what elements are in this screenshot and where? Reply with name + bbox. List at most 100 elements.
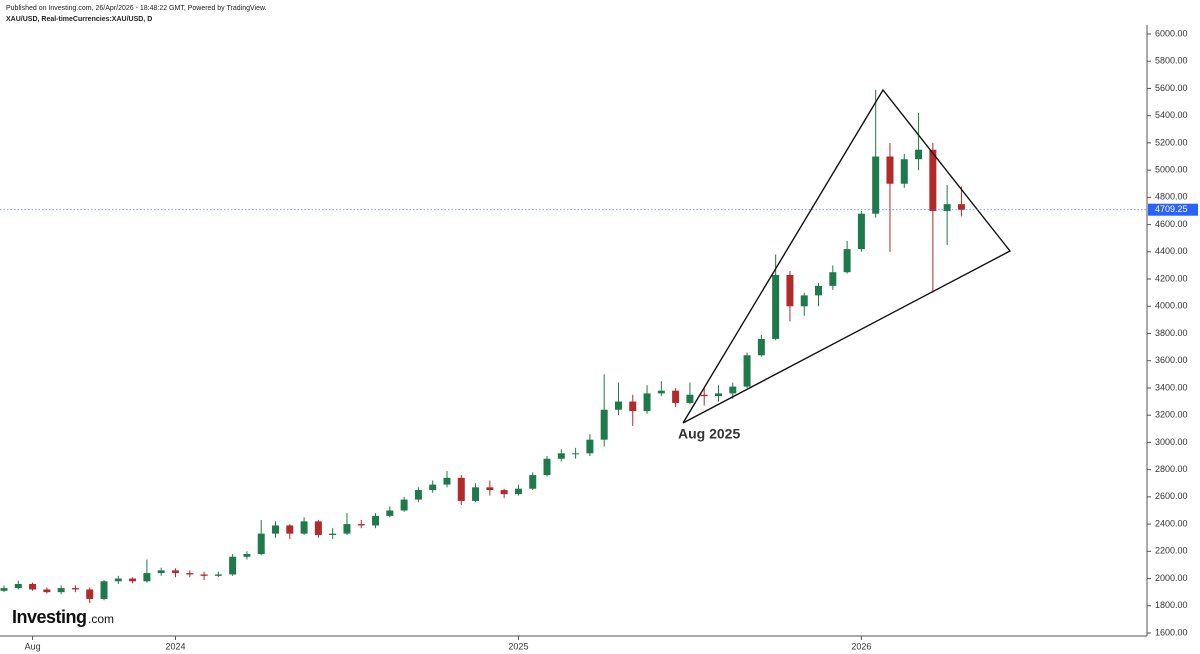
candle-body <box>815 285 823 296</box>
candle-body <box>514 488 522 495</box>
candle-body <box>229 556 237 575</box>
y-tick-label: 5200.00 <box>1155 137 1188 147</box>
published-note: Published on Investing.com, 26/Apr/2026 … <box>6 5 267 12</box>
candle-body <box>129 578 137 582</box>
candle-body <box>772 274 780 339</box>
y-tick-label: 2600.00 <box>1155 491 1188 501</box>
candle-body <box>286 525 294 534</box>
candle-body <box>614 401 622 410</box>
chart-title: XAU/USD, Real-timeCurrencies:XAU/USD, D <box>6 16 152 23</box>
candle-body <box>414 490 422 500</box>
y-tick-label: 5800.00 <box>1155 56 1188 66</box>
candle-body <box>629 401 637 412</box>
candle-body <box>529 475 537 489</box>
x-tick-label: 2025 <box>508 641 528 651</box>
y-tick-label: 4200.00 <box>1155 273 1188 283</box>
candle-body <box>800 295 808 307</box>
logo-suffix: .com <box>88 612 114 626</box>
y-tick-label: 3800.00 <box>1155 328 1188 338</box>
candle-body <box>0 588 8 591</box>
candle-body <box>457 477 465 501</box>
y-tick-label: 1600.00 <box>1155 627 1188 637</box>
y-tick-label: 1800.00 <box>1155 600 1188 610</box>
candle-body <box>872 156 880 214</box>
candle-body <box>14 583 22 589</box>
triangle-pattern <box>682 88 1012 424</box>
candle-body <box>572 453 580 455</box>
candle-body <box>786 274 794 307</box>
candle-body <box>272 525 280 534</box>
y-tick-label: 3200.00 <box>1155 410 1188 420</box>
candle-body <box>86 589 94 599</box>
candle-body <box>543 458 551 476</box>
candle-body <box>686 394 694 403</box>
candle-body <box>329 533 337 535</box>
candle-body <box>200 574 208 576</box>
y-tick-label: 2000.00 <box>1155 573 1188 583</box>
y-tick-label: 5600.00 <box>1155 83 1188 93</box>
candle-body <box>443 477 451 485</box>
candle-body <box>143 573 151 582</box>
candle-body <box>100 581 108 599</box>
candle-body <box>586 439 594 454</box>
candle-body <box>886 156 894 184</box>
candle-body <box>214 574 222 576</box>
candle-body <box>900 159 908 184</box>
y-tick-label: 3000.00 <box>1155 437 1188 447</box>
y-tick-label: 4000.00 <box>1155 301 1188 311</box>
candle-body <box>557 453 565 459</box>
candle-body <box>43 589 51 593</box>
candle-body <box>243 554 251 557</box>
candle-body <box>657 390 665 394</box>
y-tick-label: 4600.00 <box>1155 219 1188 229</box>
y-tick-label: 3600.00 <box>1155 355 1188 365</box>
candle-body <box>171 570 179 574</box>
x-tick-label: Aug <box>25 641 41 651</box>
candle-body <box>829 272 837 286</box>
candle-body <box>400 499 408 511</box>
candle-body <box>29 583 37 590</box>
y-tick-label: 6000.00 <box>1155 28 1188 38</box>
logo-brand: Investing <box>12 607 87 627</box>
x-tick-label: 2026 <box>851 641 871 651</box>
candle-body <box>757 338 765 356</box>
candle-body <box>186 573 194 575</box>
y-tick-label: 4400.00 <box>1155 246 1188 256</box>
last-price-box <box>1148 203 1198 216</box>
y-tick-label: 2200.00 <box>1155 546 1188 556</box>
candle-body <box>357 524 365 526</box>
candle-body <box>314 521 322 535</box>
candle-body <box>929 149 937 211</box>
candles <box>0 89 965 604</box>
candle-body <box>843 249 851 273</box>
candle-body <box>57 588 65 593</box>
y-tick-label: 2400.00 <box>1155 518 1188 528</box>
candle-body <box>372 515 380 526</box>
candle-body <box>600 409 608 440</box>
candle-body <box>472 487 480 501</box>
candle-body <box>715 393 722 397</box>
candle-body <box>257 533 265 555</box>
annotation: Aug 2025 <box>678 426 740 442</box>
candle-body <box>300 521 308 534</box>
y-tick-label: 5400.00 <box>1155 110 1188 120</box>
candle-body <box>500 490 508 495</box>
candle-body <box>71 588 79 590</box>
x-tick-label: 2024 <box>165 641 185 651</box>
y-tick-label: 2800.00 <box>1155 464 1188 474</box>
candle-body <box>729 386 737 394</box>
y-tick-label: 5000.00 <box>1155 165 1188 175</box>
y-tick-label: 4800.00 <box>1155 192 1188 202</box>
candle-body <box>857 213 865 250</box>
candle-body <box>957 204 965 210</box>
y-tick-label: 3400.00 <box>1155 382 1188 392</box>
candle-body <box>672 390 680 403</box>
candle-body <box>700 394 708 397</box>
candle-body <box>743 355 751 387</box>
candle-body <box>643 393 651 412</box>
candle-body <box>915 149 923 160</box>
last-price-label: 4709.25 <box>1155 204 1188 214</box>
candle-body <box>343 524 351 534</box>
